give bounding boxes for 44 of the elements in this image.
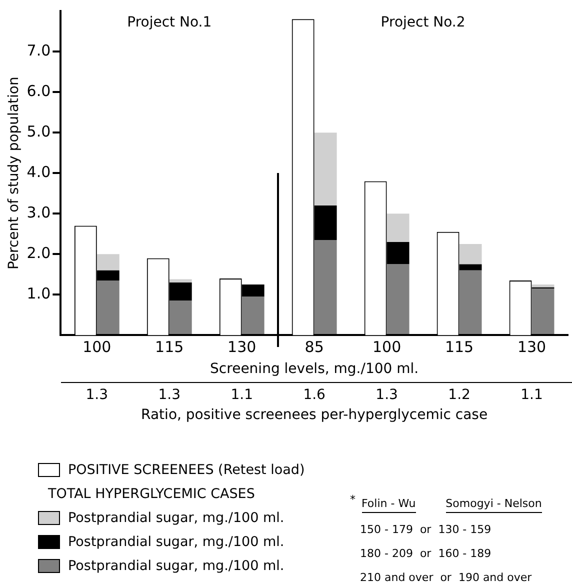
bar <box>96 254 120 270</box>
text: Somogyi - Nelson <box>446 497 542 513</box>
y-tick-label: 4.0 <box>26 162 51 181</box>
text: 1.3 <box>158 386 181 403</box>
annotation: Project No.2 <box>380 14 466 31</box>
y-tick-label: 5.0 <box>26 122 51 140</box>
text: 1.3 <box>376 386 398 403</box>
bar <box>459 244 482 264</box>
bar <box>169 279 192 283</box>
legend-label: Postprandial sugar, mg./100 ml. <box>68 510 284 526</box>
legend-label: Postprandial sugar, mg./100 ml. <box>68 558 284 574</box>
x-tick-label: 115 <box>155 338 184 356</box>
x-tick-label: 130 <box>228 338 256 356</box>
text: * <box>350 493 356 506</box>
text: 150 - 179 or 130 - 159 <box>359 522 492 538</box>
y-axis-title: Percent of study population <box>6 76 22 270</box>
text: 1.3 <box>86 386 108 403</box>
text: TOTAL HYPERGLYCEMIC CASES <box>47 485 256 504</box>
x-tick-label: 100 <box>372 338 402 356</box>
bar <box>532 284 554 288</box>
x-tick-label: 115 <box>444 338 474 356</box>
x-tick-label: 85 <box>304 338 324 356</box>
y-tick-label: 6.0 <box>26 82 51 100</box>
text: 1.6 <box>303 386 326 403</box>
x-tick-label: 130 <box>517 338 546 356</box>
x-axis-title: Screening levels, mg./100 ml. <box>210 361 419 378</box>
y-tick-label: 1.0 <box>26 284 51 303</box>
x-tick-label: 100 <box>82 338 112 356</box>
bar <box>314 240 337 336</box>
text: 1.1 <box>520 386 543 403</box>
annotation: Project No.1 <box>127 14 212 31</box>
text: Folin - Wu <box>362 497 416 513</box>
text: Ratio, positive screenees per-hyperglycemic case <box>141 406 488 423</box>
text: 1.1 <box>230 386 253 403</box>
text: 1.2 <box>448 386 470 403</box>
y-tick-label: 3.0 <box>26 204 51 222</box>
legend-label: Postprandial sugar, mg./100 ml. <box>68 534 284 550</box>
text: 180 - 209 or 160 - 189 <box>359 546 492 562</box>
text: 210 and over or 190 and over <box>359 570 533 586</box>
text: POSITIVE SCREENEES (Retest load) <box>68 462 305 478</box>
y-tick-label: 7.0 <box>26 41 51 60</box>
y-tick-label: 2.0 <box>26 244 51 262</box>
bar <box>314 132 337 206</box>
bar <box>386 214 410 242</box>
